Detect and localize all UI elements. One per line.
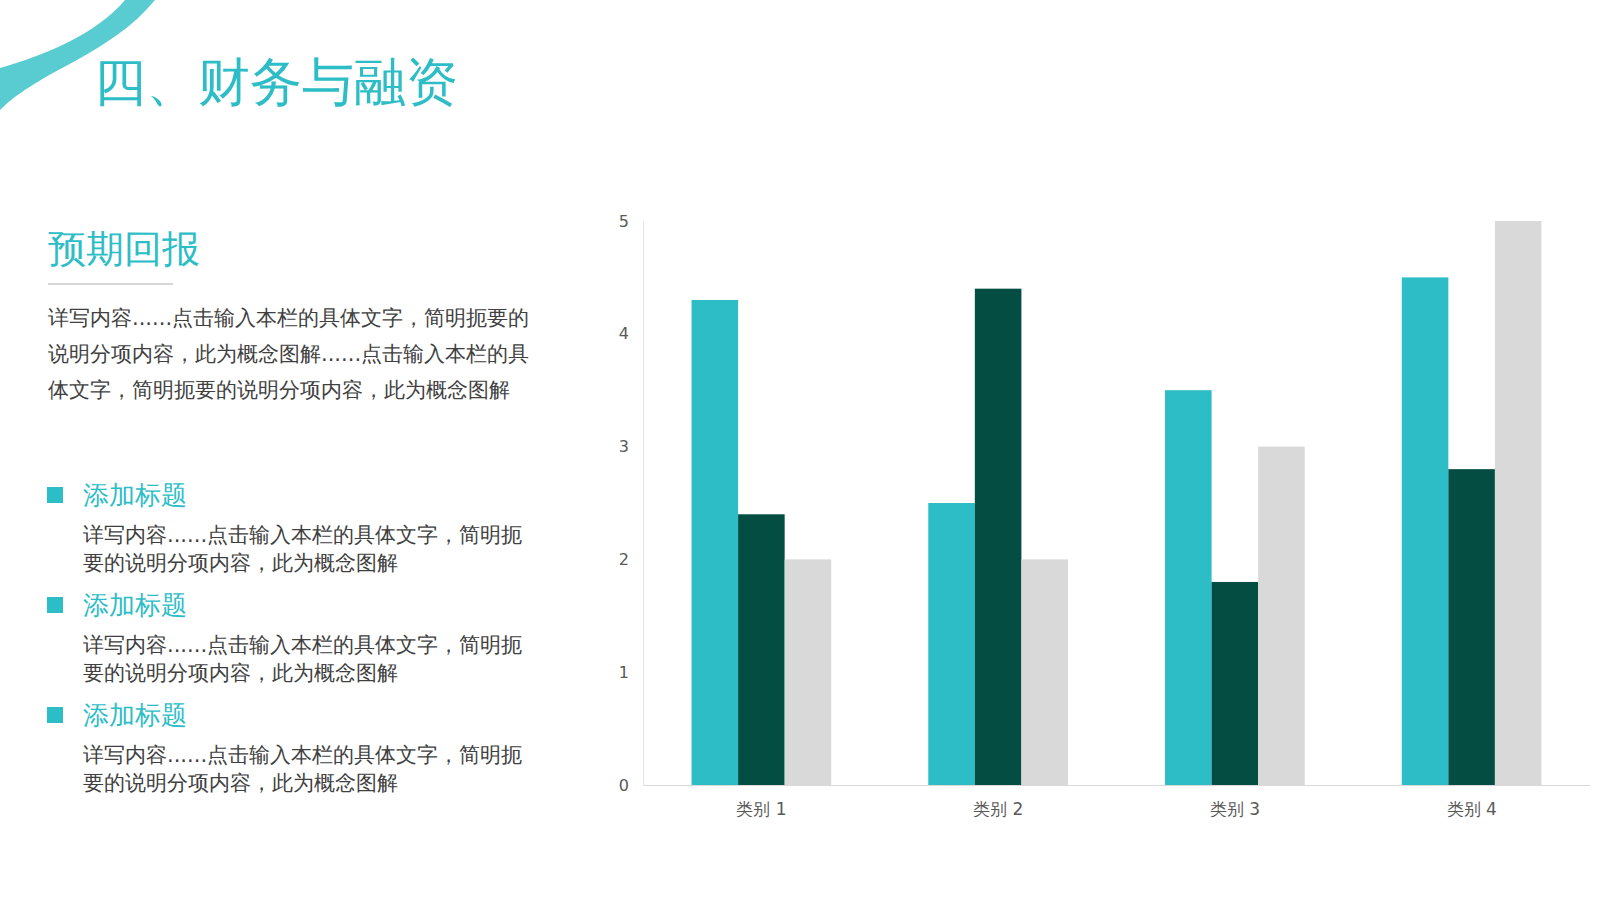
bar [1402, 277, 1449, 785]
y-axis: 0 1 2 3 4 5 [619, 212, 644, 795]
item-heading: 添加标题 [83, 699, 187, 731]
x-tick-label: 类别 3 [1210, 799, 1260, 819]
x-tick: 类别 2 [973, 785, 1023, 819]
bar [928, 503, 975, 785]
bar [1448, 469, 1495, 785]
bar [1165, 390, 1212, 785]
item-text: 详写内容......点击输入本栏的具体文字，简明扼要的说明分项内容，此为概念图解 [83, 521, 528, 577]
y-tick-label: 3 [619, 437, 629, 456]
bar [1495, 221, 1542, 785]
section-underline [48, 283, 173, 285]
bar-series [692, 277, 1449, 785]
x-tick: 类别 1 [736, 785, 786, 819]
y-tick: 3 [619, 437, 643, 456]
y-tick-label: 0 [619, 776, 629, 795]
item-bullet [47, 597, 63, 613]
y-tick: 0 [619, 776, 643, 795]
section-heading: 预期回报 [48, 226, 200, 272]
y-tick: 1 [619, 663, 643, 682]
bar [738, 514, 785, 785]
bar [785, 559, 832, 785]
item-bullet [47, 707, 63, 723]
bar [1212, 582, 1259, 785]
section-text: 详写内容......点击输入本栏的具体文字，简明扼要的说明分项内容，此为概念图解… [48, 300, 530, 408]
axis-line [644, 785, 1591, 786]
bar [1021, 559, 1068, 785]
item-heading: 添加标题 [83, 479, 187, 511]
x-axis: 类别 1 类别 2 类别 3 类别 4 [644, 785, 1591, 819]
item-bullet [47, 487, 63, 503]
item-heading: 添加标题 [83, 589, 187, 621]
chart: 0 1 2 3 4 5 类别 1 类别 2 类别 3 类别 4 [600, 180, 1600, 880]
bar-series [738, 289, 1495, 785]
bars [692, 221, 1542, 785]
axis-line [643, 222, 644, 786]
y-tick: 5 [619, 212, 643, 231]
x-tick-label: 类别 4 [1447, 799, 1497, 819]
y-tick-label: 4 [619, 324, 629, 343]
y-tick: 2 [619, 550, 643, 569]
x-tick-label: 类别 2 [973, 799, 1023, 819]
bar [1258, 447, 1305, 785]
y-tick: 4 [619, 324, 643, 343]
item-text: 详写内容......点击输入本栏的具体文字，简明扼要的说明分项内容，此为概念图解 [83, 631, 528, 687]
bar [692, 300, 739, 785]
bar [975, 289, 1022, 785]
bar-series [785, 221, 1542, 785]
y-tick-label: 2 [619, 550, 629, 569]
x-tick: 类别 3 [1210, 785, 1260, 819]
item-text: 详写内容......点击输入本栏的具体文字，简明扼要的说明分项内容，此为概念图解 [83, 741, 528, 797]
x-tick: 类别 4 [1447, 785, 1497, 819]
y-tick-label: 5 [619, 212, 629, 231]
page-title: 四、财务与融资 [94, 52, 458, 112]
x-tick-label: 类别 1 [736, 799, 786, 819]
y-tick-label: 1 [619, 663, 629, 682]
